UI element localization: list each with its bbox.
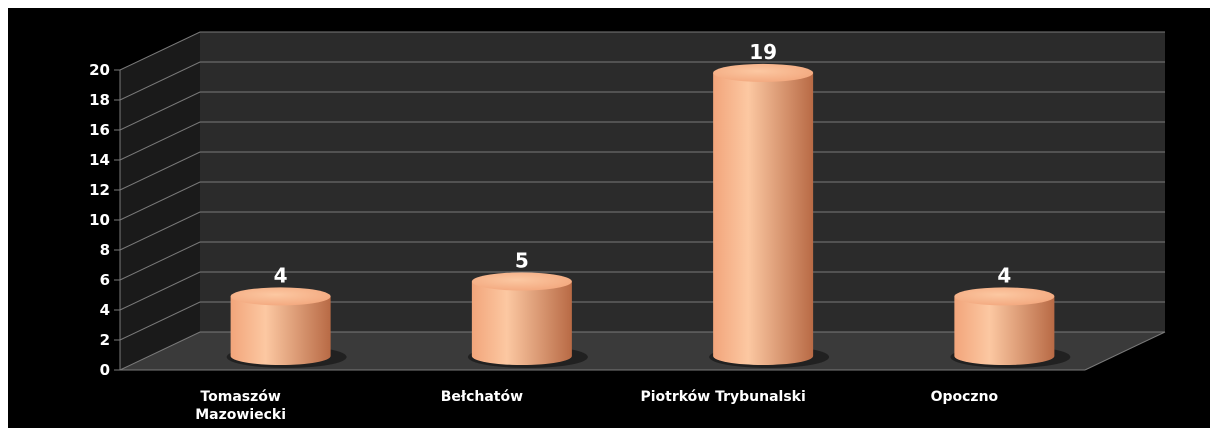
gridline xyxy=(119,181,1165,221)
gridline xyxy=(119,271,1165,311)
x-tick-label: Mazowiecki xyxy=(195,407,286,423)
gridline xyxy=(119,241,1165,281)
bar xyxy=(467,272,588,368)
x-axis-floor-edge xyxy=(1084,331,1166,371)
chart-floor xyxy=(120,332,1165,370)
gridline xyxy=(119,91,1165,131)
y-tick-label: 20 xyxy=(89,61,110,79)
gridline xyxy=(119,121,1165,161)
y-tick-label: 16 xyxy=(89,121,110,139)
y-tick-label: 0 xyxy=(100,361,110,379)
gridline xyxy=(119,151,1165,191)
y-tick-label: 4 xyxy=(100,301,110,319)
bar-top xyxy=(713,63,814,82)
y-tick-label: 12 xyxy=(89,181,110,199)
data-label: 19 xyxy=(749,40,777,64)
data-label: 4 xyxy=(274,263,288,287)
y-tick-label: 10 xyxy=(89,211,110,229)
y-tick-label: 2 xyxy=(100,331,110,349)
bar-body xyxy=(230,296,331,365)
y-tick-label: 18 xyxy=(89,91,110,109)
x-tick-label: Opoczno xyxy=(931,389,999,405)
bar-top xyxy=(471,272,572,291)
gridline xyxy=(119,31,1165,71)
bar-top xyxy=(954,287,1055,306)
y-tick-label: 8 xyxy=(100,241,110,259)
gridline xyxy=(119,301,1165,341)
bar-body xyxy=(471,281,572,365)
bar xyxy=(226,287,347,368)
bar-body xyxy=(713,72,814,365)
bar xyxy=(950,287,1071,368)
y-tick-label: 14 xyxy=(89,151,110,169)
gridline xyxy=(119,61,1165,101)
data-label: 4 xyxy=(997,263,1011,287)
bar-top xyxy=(230,287,331,306)
gridline xyxy=(119,331,1165,371)
x-tick-label: Bełchatów xyxy=(441,389,523,405)
y-tick-label: 6 xyxy=(100,271,110,289)
bar-body xyxy=(954,296,1055,365)
gridline xyxy=(119,211,1165,251)
bar xyxy=(709,63,830,368)
x-tick-label: Tomaszów xyxy=(200,389,280,405)
x-tick-label: Piotrków Trybunalski xyxy=(640,389,805,405)
data-label: 5 xyxy=(515,249,529,273)
